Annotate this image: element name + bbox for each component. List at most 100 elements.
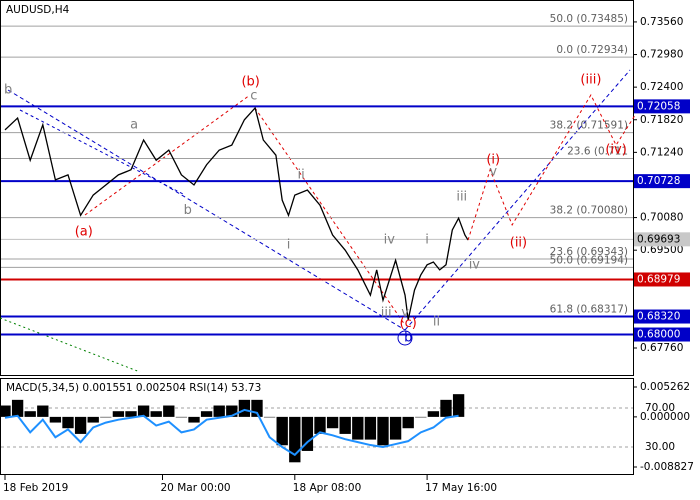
y-tick-label: 0.69500 [640,244,683,256]
fib-label: 50.0 (0.69194) [550,254,628,266]
rsi-tick-label: 70.00 [645,402,675,414]
level-box [634,174,690,189]
wave-label: v [489,165,497,180]
macd-bar [314,416,326,434]
wave-label: (b) [241,75,259,90]
wave-label: (iv) [605,143,626,158]
macd-bar [163,405,175,417]
level-box [634,272,690,287]
indicator-tick-label: 0.000000 [640,411,690,423]
wave-label: (iii) [580,72,601,87]
indicator-tick-label: 0.005262 [640,381,690,393]
macd-bar [389,416,402,440]
wave-label: b [4,82,12,97]
macd-bar [37,405,49,417]
macd-bar [24,411,36,417]
y-tick-label: 0.70080 [640,212,683,224]
macd-bar [11,399,24,417]
level-box [634,309,690,324]
level-label: 0.70728 [637,175,680,187]
macd-bar [301,416,314,451]
macd-bar [175,416,188,418]
wave-circle [397,330,413,346]
level-label: 0.68979 [637,273,680,285]
indicator-title: MACD(5,34,5) 0.001551 0.002504 RSI(14) 5… [6,382,261,394]
macd-bar [452,394,465,417]
fib-label: 38.2 (0.71591) [550,120,628,132]
macd-bar [226,405,238,417]
level-label: 0.68000 [637,329,680,341]
wave-label: b [404,330,412,345]
wave-label: ii [297,167,304,182]
trend-line [7,89,406,331]
wave-line [84,94,251,216]
wave-label: c [250,89,257,104]
wave-label: b [184,203,192,218]
macd-bar [352,416,364,440]
macd-bar [137,405,150,417]
macd-bar [0,405,11,417]
wave-label: iii [381,306,392,321]
wave-label: v [401,306,409,321]
wave-line [254,107,406,326]
trend-line [0,317,141,373]
macd-bar [112,411,125,417]
macd-bar [289,416,301,463]
wave-label: iv [384,233,396,248]
macd-bar [87,416,99,423]
level-label: 0.72058 [637,100,680,112]
macd-bar [415,416,427,418]
macd-bar [339,416,351,434]
level-label: 0.68320 [637,311,680,323]
x-tick-label: 18 Apr 08:00 [293,482,361,494]
fib-label: 61.8 (0.68317) [550,304,628,316]
y-tick-label: 0.71240 [640,146,683,158]
macd-bar [49,416,62,423]
macd-bar [440,399,452,417]
macd-bar [263,416,276,418]
y-tick-label: 0.71820 [640,114,683,126]
level-box [634,99,690,114]
macd-bar [213,405,225,417]
macd-bar [74,416,87,434]
wave-label: (ii) [510,235,527,250]
price-line [4,106,469,321]
wave-label: i [425,233,429,248]
macd-bar [200,411,213,417]
macd-bar [326,416,339,429]
fib-label: 50.0 (0.73485) [550,13,628,25]
rsi-tick-label: 30.00 [645,441,675,453]
macd-bar [251,399,263,417]
level-box [634,327,690,342]
price-panel [0,0,634,376]
x-tick-label: 17 May 16:00 [425,482,497,494]
macd-bar [364,416,377,440]
wave-label: i [287,238,291,253]
macd-bar [238,399,251,417]
wave-label: ii [433,315,440,330]
wave-label: (i) [486,153,500,168]
fib-label: 38.2 (0.70080) [550,205,628,217]
wave-label: iv [469,257,481,272]
current-price-box [634,232,690,247]
wave-label: a [130,117,138,132]
fib-label: 23.6 (0.711 [567,146,628,158]
macd-bar [125,411,137,417]
macd-bar [427,411,440,417]
wave-label: (c) [400,316,417,331]
macd-bar [402,416,414,429]
chart-title: AUDUSD,H4 [6,4,70,16]
macd-bar [276,416,288,446]
indicator-tick-label: -0.008827 [640,461,694,473]
macd-bar [100,416,112,418]
trend-line [19,109,186,196]
x-tick-label: 18 Feb 2019 [3,482,68,494]
rsi-line [4,408,459,457]
projection-line [467,93,636,241]
wave-label: (a) [75,225,93,240]
x-tick-label: 20 Mar 00:00 [161,482,231,494]
current-price-label: 0.69693 [637,233,680,245]
macd-bar [62,416,74,429]
